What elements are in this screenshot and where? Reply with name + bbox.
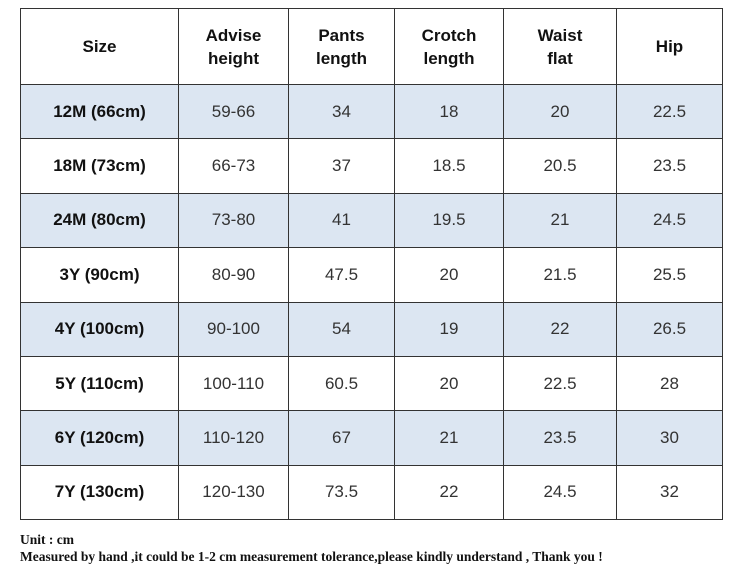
table-row: 3Y (90cm) 80-90 47.5 20 21.5 25.5	[20, 247, 723, 303]
value-cell: 18	[394, 83, 504, 140]
value-cell: 23.5	[503, 410, 617, 466]
value-cell: 21	[394, 410, 504, 466]
header-cell: Size	[20, 8, 179, 85]
size-cell: 4Y (100cm)	[20, 301, 179, 357]
size-cell: 24M (80cm)	[20, 192, 179, 249]
value-cell: 19	[394, 301, 504, 357]
value-cell: 41	[288, 192, 395, 249]
value-cell: 24.5	[616, 192, 723, 249]
value-cell: 60.5	[288, 355, 395, 412]
value-cell: 47.5	[288, 247, 395, 303]
table-row: 12M (66cm) 59-66 34 18 20 22.5	[20, 83, 723, 140]
value-cell: 59-66	[178, 83, 289, 140]
value-cell: 24.5	[503, 464, 617, 521]
size-table: Size Advise height Pants length Crotch leng…	[20, 8, 723, 521]
value-cell: 25.5	[616, 247, 723, 303]
header-cell: Pants length	[288, 8, 395, 85]
value-cell: 20.5	[503, 138, 617, 194]
size-cell: 18M (73cm)	[20, 138, 179, 194]
header-cell: Waist flat	[503, 8, 617, 85]
value-cell: 19.5	[394, 192, 504, 249]
table-row: 7Y (130cm) 120-130 73.5 22 24.5 32	[20, 464, 723, 521]
note-line: Unit : cm	[20, 532, 74, 547]
value-cell: 80-90	[178, 247, 289, 303]
note-line: Measured by hand ,it could be 1-2 cm mea…	[20, 549, 603, 564]
value-cell: 23.5	[616, 138, 723, 194]
value-cell: 30	[616, 410, 723, 466]
value-cell: 21.5	[503, 247, 617, 303]
header-cell: Advise height	[178, 8, 289, 85]
value-cell: 32	[616, 464, 723, 521]
size-cell: 7Y (130cm)	[20, 464, 179, 521]
size-cell: 12M (66cm)	[20, 83, 179, 140]
notes: Unit : cm Measured by hand ,it could be 1…	[20, 531, 603, 565]
value-cell: 73.5	[288, 464, 395, 521]
value-cell: 21	[503, 192, 617, 249]
value-cell: 26.5	[616, 301, 723, 357]
value-cell: 22.5	[503, 355, 617, 412]
value-cell: 66-73	[178, 138, 289, 194]
table-row: 24M (80cm) 73-80 41 19.5 21 24.5	[20, 192, 723, 249]
value-cell: 54	[288, 301, 395, 357]
header-cell: Hip	[616, 8, 723, 85]
value-cell: 100-110	[178, 355, 289, 412]
size-cell: 3Y (90cm)	[20, 247, 179, 303]
value-cell: 20	[394, 247, 504, 303]
value-cell: 22.5	[616, 83, 723, 140]
value-cell: 20	[394, 355, 504, 412]
value-cell: 20	[503, 83, 617, 140]
value-cell: 37	[288, 138, 395, 194]
value-cell: 22	[503, 301, 617, 357]
size-cell: 6Y (120cm)	[20, 410, 179, 466]
value-cell: 28	[616, 355, 723, 412]
header-row: Size Advise height Pants length Crotch leng…	[20, 8, 723, 85]
table-body: 12M (66cm) 59-66 34 18 20 22.5 18M (73cm) 66-73…	[20, 83, 723, 521]
header-cell: Crotch length	[394, 8, 504, 85]
value-cell: 67	[288, 410, 395, 466]
value-cell: 22	[394, 464, 504, 521]
value-cell: 90-100	[178, 301, 289, 357]
value-cell: 110-120	[178, 410, 289, 466]
value-cell: 18.5	[394, 138, 504, 194]
table-row: 18M (73cm) 66-73 37 18.5 20.5 23.5	[20, 138, 723, 194]
value-cell: 73-80	[178, 192, 289, 249]
value-cell: 34	[288, 83, 395, 140]
table-row: 5Y (110cm) 100-110 60.5 20 22.5 28	[20, 355, 723, 412]
value-cell: 120-130	[178, 464, 289, 521]
table-row: 4Y (100cm) 90-100 54 19 22 26.5	[20, 301, 723, 357]
table-row: 6Y (120cm) 110-120 67 21 23.5 30	[20, 410, 723, 466]
size-cell: 5Y (110cm)	[20, 355, 179, 412]
